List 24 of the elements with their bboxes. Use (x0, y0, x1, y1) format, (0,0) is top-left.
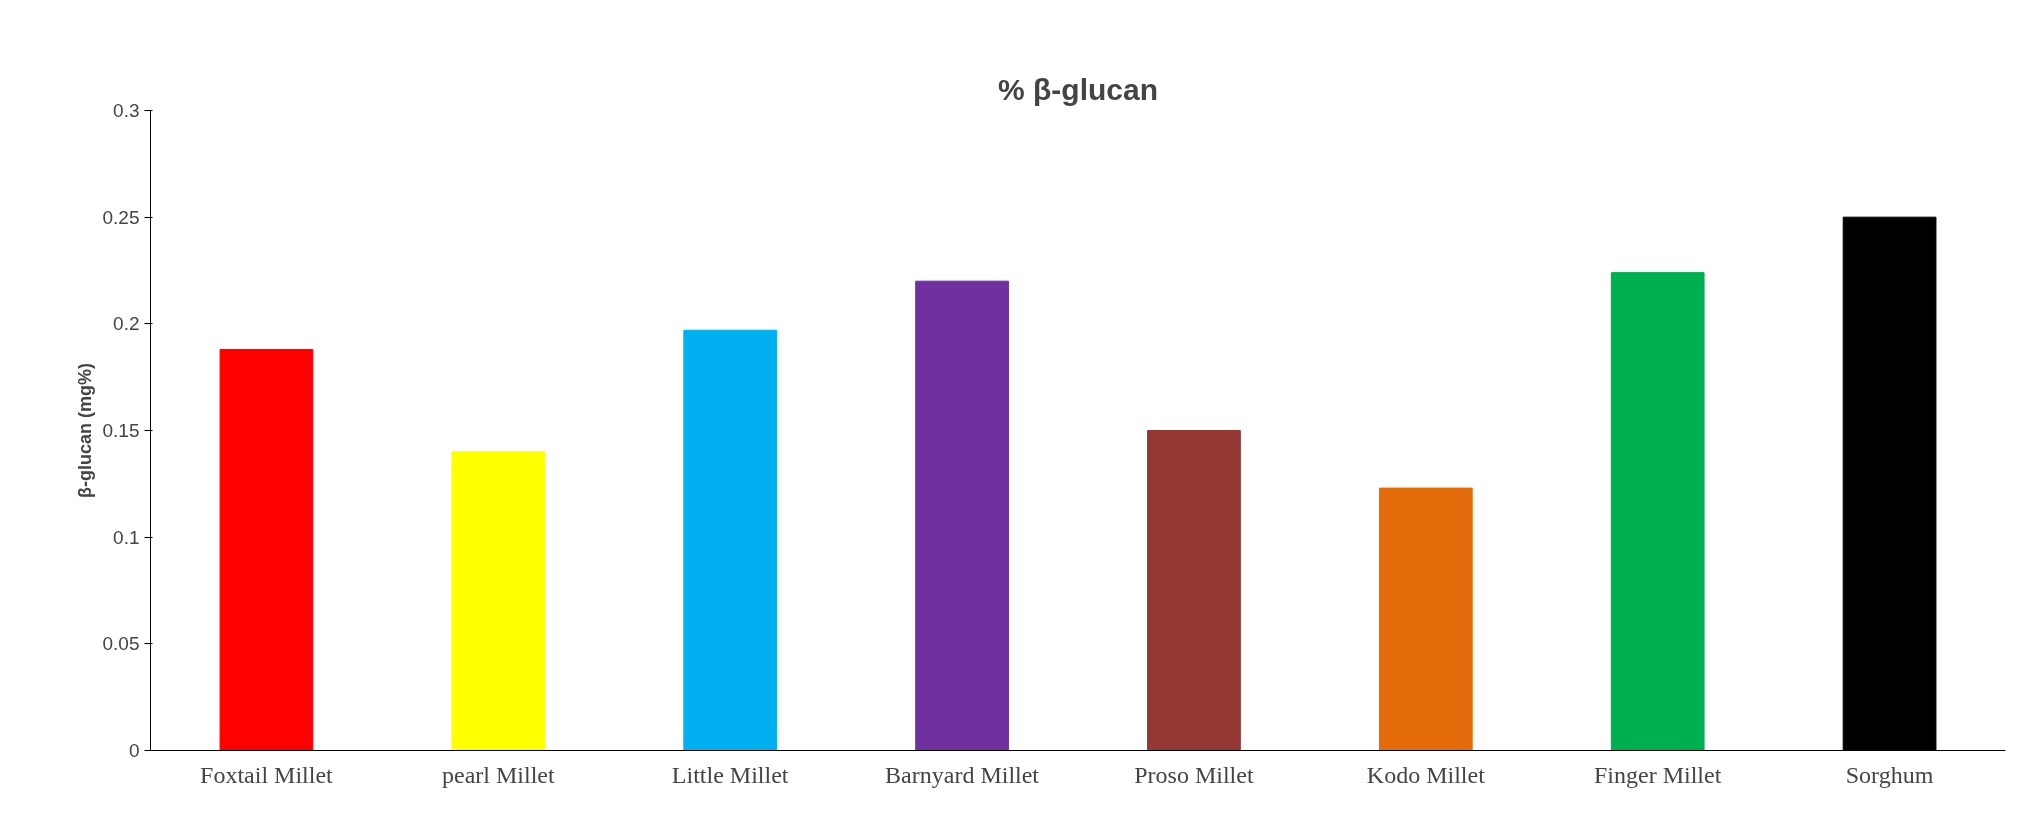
x-tick-label: Barnyard Millet (885, 761, 1040, 788)
x-tick-label: Finger Millet (1594, 761, 1722, 788)
bar (683, 329, 778, 751)
y-tick-label: 0.1 (113, 526, 140, 548)
y-tick-label: 0.05 (102, 633, 140, 655)
chart-title: % β-glucan (998, 72, 1158, 106)
x-tick-label: Proso Millet (1134, 761, 1254, 788)
y-tick-label: 0.15 (102, 420, 140, 441)
x-tick-label: Little Millet (671, 761, 789, 788)
y-tick-label: 0 (128, 740, 140, 761)
y-tick-label: 0.2 (113, 313, 140, 335)
y-tick-label: 0.3 (113, 100, 140, 121)
x-tick-label: pearl Millet (442, 761, 555, 788)
x-tick-label: Foxtail Millet (200, 761, 334, 788)
bar (1378, 487, 1473, 751)
y-tick-label: 0.25 (102, 206, 140, 228)
x-tick-label: Kodo Millet (1366, 761, 1486, 788)
bar (219, 348, 314, 751)
bar (1147, 430, 1241, 751)
bar (451, 451, 546, 751)
x-tick-label: Sorghum (1845, 761, 1934, 788)
bar (1610, 272, 1705, 751)
bar (915, 280, 1009, 751)
y-axis-title: β-glucan (mg%) (74, 363, 95, 498)
